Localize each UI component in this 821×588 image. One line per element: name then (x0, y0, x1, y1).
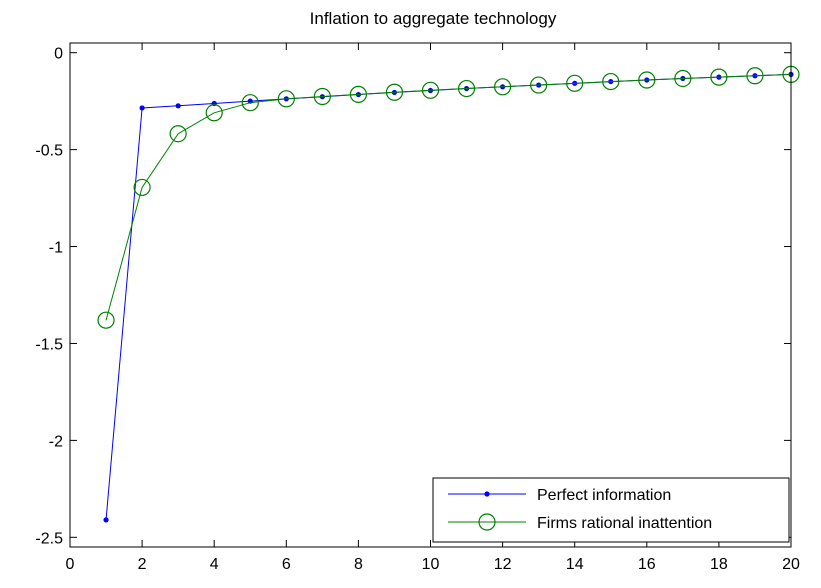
x-tick-label: 16 (638, 556, 656, 573)
legend-label: Perfect information (537, 487, 671, 504)
data-point (175, 103, 181, 109)
data-point (421, 81, 440, 99)
data-point (746, 67, 764, 85)
legend-marker (478, 513, 496, 531)
axis-tick-labels: 0 2 4 6 8 10 12 14 16 18 20 0 -0.5 -1 -1.5 -2 -2.5 (35, 46, 800, 573)
data-point (530, 76, 548, 94)
legend-label: Firms rational inattention (537, 515, 712, 532)
data-point (103, 517, 109, 523)
x-tick-label: 0 (66, 556, 75, 573)
x-tick-label: 4 (210, 556, 219, 573)
data-point (313, 87, 331, 106)
x-tick-label: 6 (282, 556, 291, 573)
data-point (97, 311, 115, 329)
x-tick-label: 18 (710, 556, 728, 573)
data-point (710, 68, 728, 86)
plot-frame (69, 42, 792, 548)
chart-title: Inflation to aggregate technology (310, 9, 557, 28)
legend-item: Perfect information (448, 487, 671, 504)
legend: Perfect information Firms rational inatte… (432, 477, 790, 543)
data-point (457, 79, 476, 98)
x-tick-label: 8 (354, 556, 363, 573)
x-tick-label: 20 (782, 556, 800, 573)
y-tick-label: -2 (49, 433, 63, 450)
data-point (566, 74, 584, 92)
data-point (205, 104, 223, 122)
data-point (139, 105, 145, 111)
data-point (674, 69, 692, 88)
y-tick-label: -0.5 (35, 143, 63, 160)
data-point (602, 72, 620, 91)
data-point (277, 90, 295, 108)
data-point (169, 125, 187, 143)
data-point (133, 178, 151, 197)
data-point (638, 71, 656, 89)
data-point (494, 78, 512, 96)
data-point (241, 94, 259, 112)
legend-box (432, 477, 790, 543)
x-tick-label: 2 (138, 556, 147, 573)
series-line (105, 73, 792, 321)
y-tick-label: -1.5 (35, 336, 63, 353)
x-tick-label: 10 (422, 556, 440, 573)
plot-area (70, 43, 791, 547)
legend-marker (484, 491, 490, 497)
x-tick-label: 12 (494, 556, 512, 573)
x-tick-label: 14 (566, 556, 584, 573)
data-point (349, 85, 367, 103)
y-tick-label: -2.5 (35, 530, 63, 547)
y-tick-label: 0 (54, 46, 63, 63)
y-tick-label: -1 (49, 240, 63, 257)
data-point (385, 83, 404, 101)
legend-item: Firms rational inattention (448, 513, 712, 532)
